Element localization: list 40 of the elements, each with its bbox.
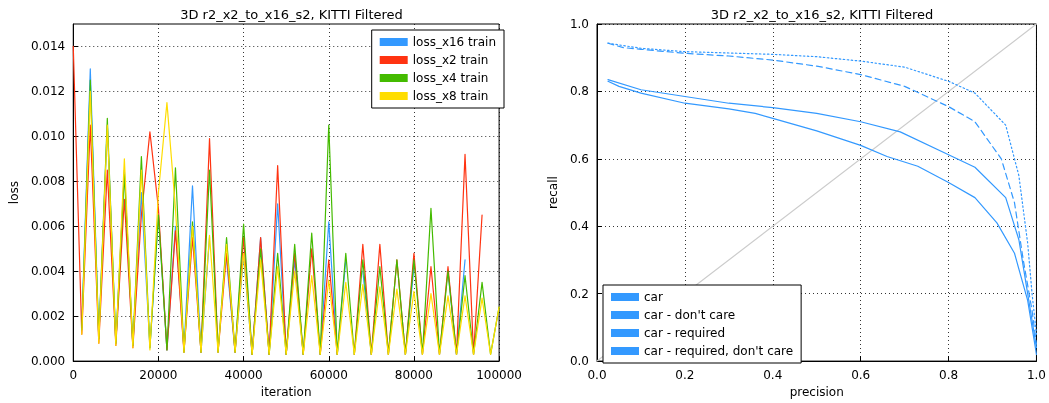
x-tick-label: 0.4 [763,368,783,383]
legend-label: car - don't care [644,308,736,322]
y-tick-label: 0.012 [30,84,66,99]
legend-label: car - required [644,326,726,340]
y-axis-title: loss [7,180,21,205]
y-tick-label: 0.008 [30,174,66,189]
legend-label: loss_x2 train [412,53,489,67]
y-tick-label: 0.010 [30,129,66,144]
x-tick-label: 0 [69,368,78,383]
legend-label: loss_x8 train [412,89,489,103]
legend-label: loss_x16 train [412,35,496,49]
y-tick-label: 0.8 [569,84,589,99]
y-tick-label: 0.014 [30,39,66,54]
x-tick-label: 0.0 [587,368,607,383]
y-tick-label: 0.004 [30,264,66,279]
x-axis-title: iteration [260,385,312,399]
y-tick-label: 0.0 [569,354,589,369]
chart-title: 3D r2_x2_to_x16_s2, KITTI Filtered [180,7,403,22]
legend-label: loss_x4 train [412,71,489,85]
x-tick-label: 0.2 [675,368,695,383]
x-tick-label: 60000 [309,368,348,383]
chart-title: 3D r2_x2_to_x16_s2, KITTI Filtered [710,7,934,22]
y-tick-label: 0.002 [30,309,66,324]
x-tick-label: 40000 [224,368,263,383]
x-tick-label: 20000 [139,368,178,383]
x-tick-label: 0.6 [851,368,871,383]
x-tick-label: 100000 [476,368,522,383]
y-tick-label: 1.0 [569,17,589,31]
y-tick-label: 0.6 [569,151,589,166]
x-tick-label: 80000 [394,368,434,383]
legend-label: car - required, don't care [644,344,794,358]
x-tick-label: 0.8 [939,368,959,383]
y-axis-title: recall [546,176,561,209]
y-tick-label: 0.2 [569,286,589,301]
x-axis-title: precision [789,385,844,399]
x-tick-label: 1.0 [1026,368,1046,383]
y-tick-label: 0.006 [30,219,66,234]
legend-label: car [644,290,663,304]
y-tick-label: 0.000 [30,354,66,369]
y-tick-label: 0.4 [569,219,589,234]
